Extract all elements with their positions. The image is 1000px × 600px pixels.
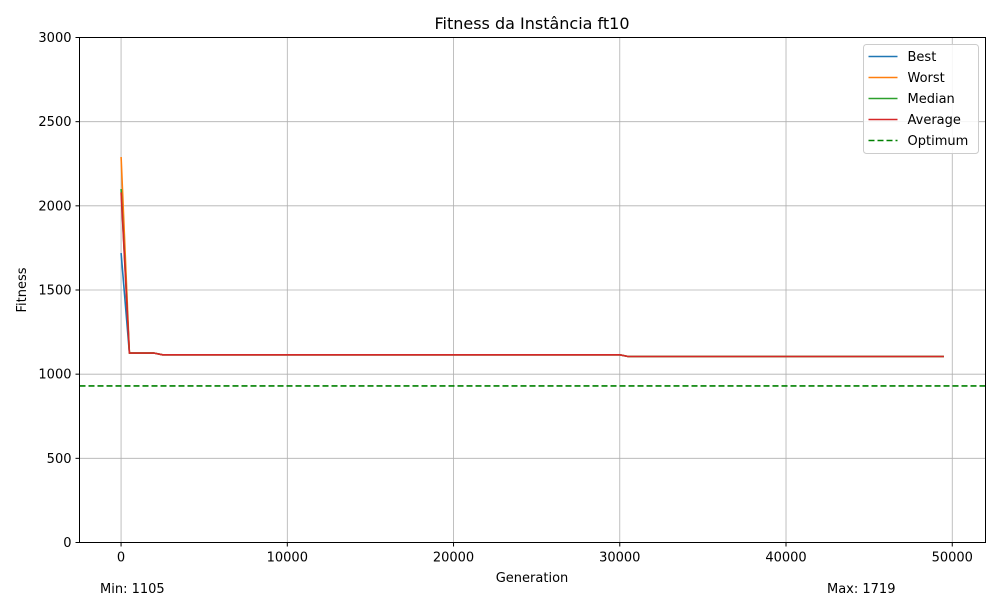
y-tick-label: 0 xyxy=(63,536,71,551)
y-tick-label: 3000 xyxy=(38,31,71,46)
legend-label: Best xyxy=(908,50,937,65)
y-tick-label: 2500 xyxy=(38,115,71,130)
y-tick-label: 1500 xyxy=(38,284,71,299)
series-layer xyxy=(120,156,944,358)
y-tick-label: 2000 xyxy=(38,199,71,214)
y-tick-label: 500 xyxy=(47,452,72,467)
legend-label: Average xyxy=(908,113,961,128)
axis-ticks: 0 10000 20000 30000 40000 50000 0 500 1000 1500 20… xyxy=(38,31,973,566)
legend-label: Optimum xyxy=(908,134,969,149)
chart-title: Fitness da Instância ft10 xyxy=(434,14,629,33)
max-fitness-text: Max: 1719 xyxy=(827,582,896,597)
y-tick-label: 1000 xyxy=(38,368,71,383)
x-axis-label: Generation xyxy=(496,571,569,586)
series-line-average xyxy=(120,192,944,358)
min-fitness-text: Min: 1105 xyxy=(100,582,165,597)
legend-box xyxy=(863,44,979,154)
series-line-median xyxy=(120,188,944,358)
x-tick-label: 20000 xyxy=(433,551,474,566)
x-tick-label: 40000 xyxy=(765,551,806,566)
series-line-best xyxy=(120,253,944,358)
legend-label: Worst xyxy=(908,71,945,86)
grid-lines xyxy=(79,37,986,543)
x-tick-label: 10000 xyxy=(267,551,308,566)
y-axis-label: Fitness xyxy=(15,267,30,312)
legend-label: Median xyxy=(908,92,955,107)
series-line-worst xyxy=(120,156,944,358)
x-tick-label: 50000 xyxy=(932,551,973,566)
x-tick-label: 30000 xyxy=(599,551,640,566)
x-tick-label: 0 xyxy=(117,551,125,566)
legend: Best Worst Median Average Optimum xyxy=(863,44,979,154)
